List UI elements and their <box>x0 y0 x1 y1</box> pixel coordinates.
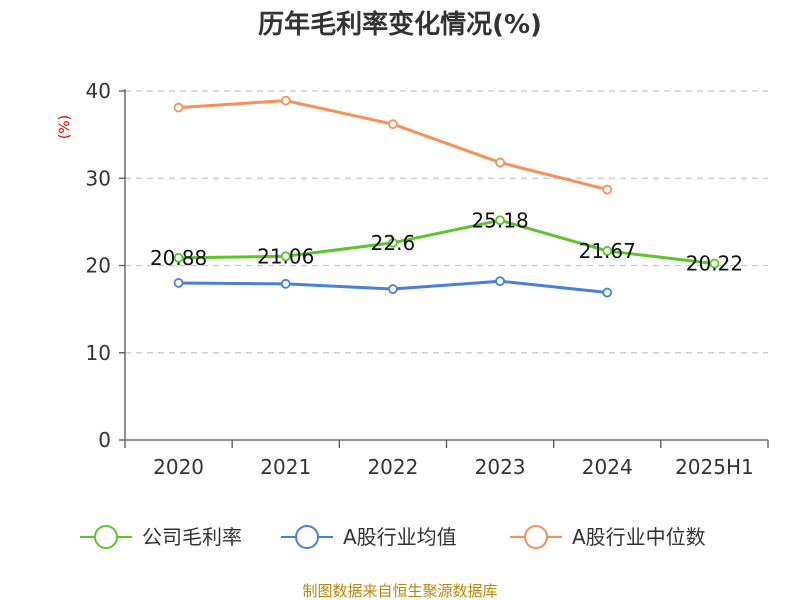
series-layer <box>173 95 720 298</box>
data-point-s2-2022 <box>388 119 398 130</box>
series-line-2 <box>178 99 608 192</box>
data-label-2022: 22.6 <box>371 231 416 255</box>
legend-label-0: 公司毛利率 <box>142 525 242 549</box>
data-point-s0-2022 <box>388 237 398 248</box>
y-tick-label-40: 40 <box>86 79 111 103</box>
data-point-s1-2023 <box>495 276 505 287</box>
data-point-s1-2022 <box>388 284 398 294</box>
x-tick-label-2023: 2023 <box>475 455 526 479</box>
x-tick-label-2021: 2021 <box>260 455 311 479</box>
grid-layer <box>125 90 768 354</box>
legend-marker-2 <box>524 525 548 549</box>
data-point-s2-2024 <box>602 184 613 195</box>
data-point-s0-2021 <box>280 251 291 262</box>
axis-layer: 0 10 20 30 40 2020 2021 2022 2023 2024 2025H1 <box>86 79 769 479</box>
data-point-s2-2023 <box>495 157 505 168</box>
legend-label-1: A股行业均值 <box>343 525 457 549</box>
data-label-2024: 21.67 <box>579 239 636 263</box>
legend-marker-0 <box>94 525 118 549</box>
legend-label-2: A股行业中位数 <box>572 525 706 549</box>
data-point-s1-2024 <box>602 287 613 298</box>
legend-marker-1 <box>295 525 319 549</box>
data-point-s0-2025H1 <box>709 258 720 269</box>
data-point-s0-2024 <box>602 246 613 256</box>
y-tick-label-20: 20 <box>86 254 111 278</box>
data-point-s1-2020 <box>173 278 184 288</box>
data-label-2023: 25.18 <box>471 208 528 232</box>
data-label-2021: 21.06 <box>257 244 314 268</box>
data-point-s2-2020 <box>173 102 184 113</box>
x-tick-label-2024: 2024 <box>582 455 633 479</box>
chart-title: 历年毛利率变化情况(%) <box>258 9 542 40</box>
data-label-2025H1: 20.22 <box>686 252 743 276</box>
series-line-0 <box>178 218 715 266</box>
y-tick-label-10: 10 <box>86 341 111 365</box>
x-tick-label-2022: 2022 <box>367 455 418 479</box>
data-label-2020: 20.88 <box>150 246 207 270</box>
data-point-s1-2021 <box>280 278 291 289</box>
data-point-s0-2023 <box>495 215 505 226</box>
data-label-layer: 20.88 21.06 22.6 25.18 21.67 20.22 <box>150 208 743 275</box>
source-note: 制图数据来自恒生聚源数据库 <box>302 582 497 600</box>
y-tick-label-30: 30 <box>86 166 111 190</box>
data-point-s2-2021 <box>280 95 291 106</box>
y-tick-label-0: 0 <box>98 428 111 452</box>
x-tick-label-2025H1: 2025H1 <box>675 455 754 479</box>
x-tick-label-2020: 2020 <box>153 455 204 479</box>
legend: 公司毛利率 A股行业均值 A股行业中位数 <box>80 525 706 549</box>
y-axis-label: (%) <box>57 115 73 139</box>
data-point-s0-2020 <box>173 252 184 263</box>
